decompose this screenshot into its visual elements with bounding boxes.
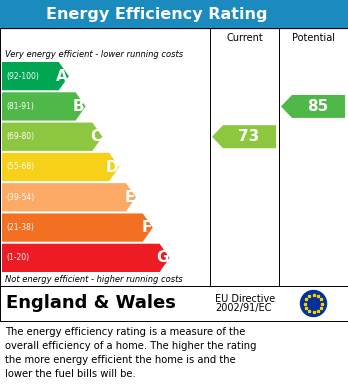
Text: England & Wales: England & Wales [6,294,176,312]
Text: Energy Efficiency Rating: Energy Efficiency Rating [46,7,267,22]
Bar [0,28,348,286]
Text: Potential: Potential [292,33,335,43]
Text: 2002/91/EC: 2002/91/EC [215,303,271,314]
Text: The energy efficiency rating is a measure of the
overall efficiency of a home. T: The energy efficiency rating is a measur… [5,327,256,379]
Text: (92-100): (92-100) [6,72,39,81]
Bar [0,286,348,321]
Text: F: F [141,220,152,235]
Polygon shape [2,153,119,181]
Bar [0,0,348,28]
Polygon shape [2,183,136,212]
Text: (21-38): (21-38) [6,223,34,232]
Polygon shape [281,95,345,118]
Text: B: B [73,99,85,114]
Polygon shape [2,213,153,242]
Text: Not energy efficient - higher running costs: Not energy efficient - higher running co… [5,275,183,284]
Text: 85: 85 [307,99,328,114]
Polygon shape [2,244,169,272]
Text: (55-68): (55-68) [6,163,34,172]
Text: E: E [125,190,135,205]
Text: 73: 73 [238,129,259,144]
Text: G: G [156,250,168,265]
Text: Very energy efficient - lower running costs: Very energy efficient - lower running co… [5,50,183,59]
Polygon shape [212,125,276,148]
Text: D: D [105,160,118,174]
Text: Current: Current [226,33,263,43]
Text: (81-91): (81-91) [6,102,34,111]
Text: C: C [90,129,101,144]
Text: (39-54): (39-54) [6,193,34,202]
Text: (1-20): (1-20) [6,253,29,262]
Polygon shape [2,62,69,90]
Circle shape [301,291,326,316]
Text: (69-80): (69-80) [6,132,34,141]
Polygon shape [2,92,86,120]
Text: EU Directive: EU Directive [215,294,275,303]
Text: A: A [56,69,68,84]
Polygon shape [2,122,102,151]
